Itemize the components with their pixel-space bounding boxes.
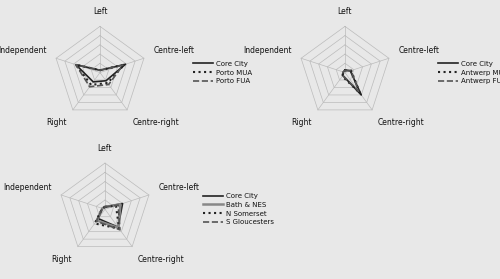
Text: Centre-right: Centre-right xyxy=(138,255,185,264)
Text: Centre-right: Centre-right xyxy=(378,118,425,127)
Text: Centre-right: Centre-right xyxy=(133,118,180,127)
Legend: Core City, Porto MUA, Porto FUA: Core City, Porto MUA, Porto FUA xyxy=(194,61,252,84)
Text: Independent: Independent xyxy=(3,183,51,192)
Text: Left: Left xyxy=(98,144,112,153)
Legend: Core City, Bath & NES, N Somerset, S Gloucesters: Core City, Bath & NES, N Somerset, S Glo… xyxy=(204,193,274,225)
Text: Right: Right xyxy=(52,255,72,264)
Text: Centre-left: Centre-left xyxy=(158,183,200,192)
Legend: Core City, Antwerp MUA, Antwerp FUA: Core City, Antwerp MUA, Antwerp FUA xyxy=(438,61,500,84)
Text: Right: Right xyxy=(292,118,312,127)
Text: Left: Left xyxy=(93,7,107,16)
Text: Centre-left: Centre-left xyxy=(154,46,194,55)
Text: Left: Left xyxy=(338,7,352,16)
Text: Independent: Independent xyxy=(0,46,46,55)
Text: Centre-left: Centre-left xyxy=(398,46,440,55)
Text: Independent: Independent xyxy=(243,46,292,55)
Text: Right: Right xyxy=(46,118,67,127)
